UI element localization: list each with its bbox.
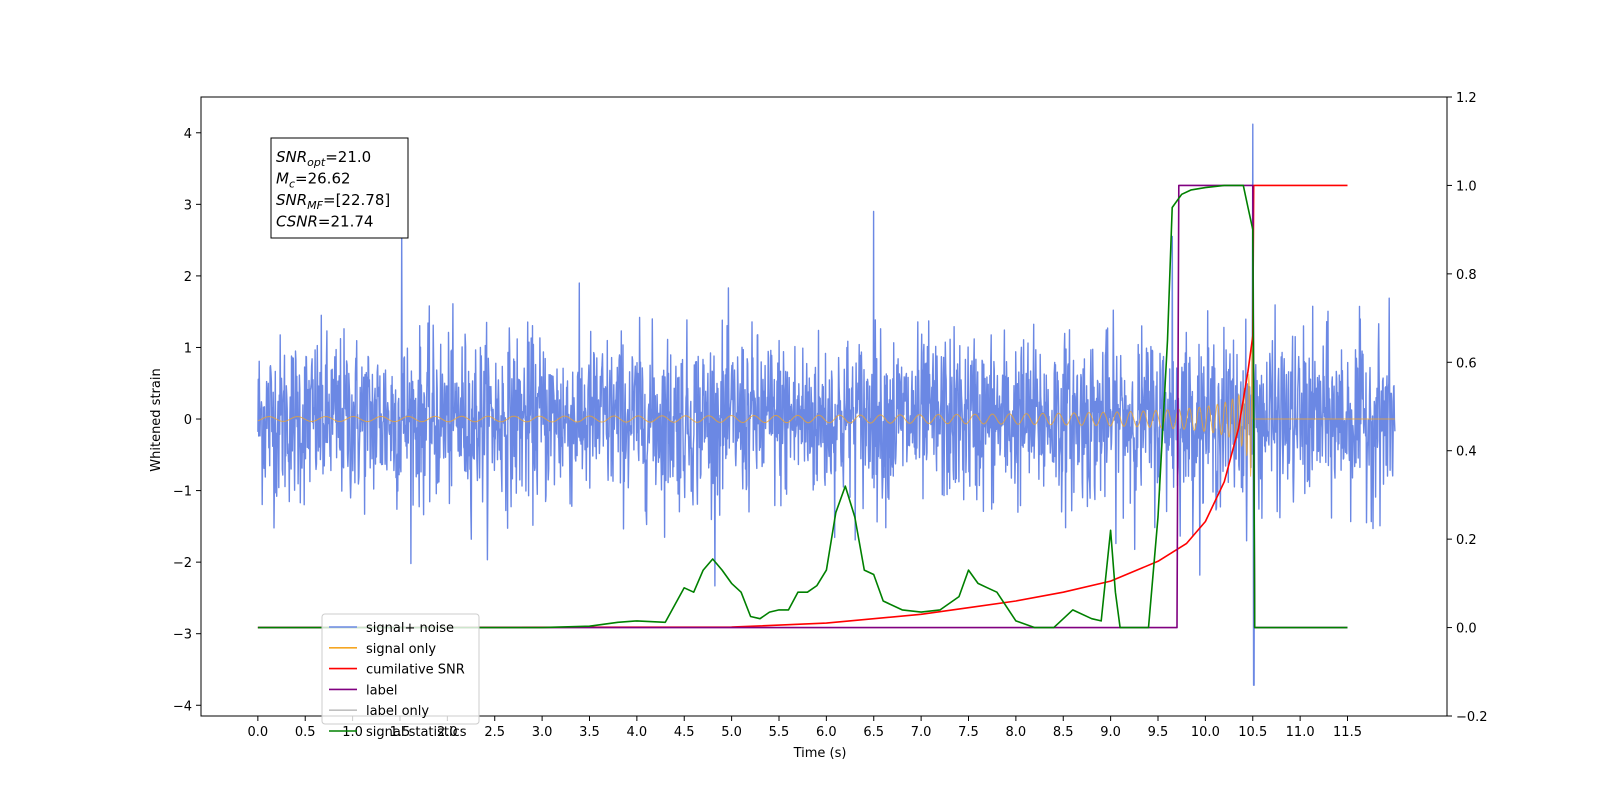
annotation-subscript: opt: [307, 156, 326, 169]
y2-tick-label: 1.2: [1456, 91, 1477, 106]
y-tick-label: −2: [173, 556, 192, 571]
x-tick-label: 10.5: [1238, 725, 1267, 740]
x-tick-label: 10.0: [1191, 725, 1220, 740]
annotation-value: =21.0: [325, 148, 371, 166]
legend: signal+ noise signal only cumilative SNR la…: [321, 613, 480, 740]
annotation-value: =26.62: [295, 170, 351, 188]
series-line-signal-noise: [257, 123, 1396, 686]
annotation-line: SNRMF=[22.78]: [276, 191, 390, 212]
x-tick-label: 9.5: [1148, 725, 1169, 740]
annotation-symbol: SNR: [276, 148, 307, 166]
legend-entry: signal statistics: [366, 725, 467, 740]
annotation-subscript: MF: [307, 199, 323, 212]
annotation-value: =21.74: [318, 213, 374, 231]
y-tick-label: 3: [184, 198, 192, 213]
x-tick-label: 2.0: [437, 725, 458, 740]
y-tick-label: 4: [184, 127, 192, 142]
x-tick-label: 3.5: [579, 725, 600, 740]
annotation-symbol: CSNR: [276, 213, 318, 231]
series-line-signal-only: [257, 338, 1395, 477]
axes: 0.0 0.5 1.0 1.5 2.0 2.5 3.0 3.5 4.0 4.5 5.0 5.5 6.0 6…: [173, 91, 1488, 740]
y2-tick-label: 1.0: [1456, 179, 1477, 194]
annotation-value: =[22.78]: [323, 191, 390, 209]
legend-entry: label only: [366, 704, 429, 719]
plot-frame: [200, 96, 1448, 717]
y-tick-label: 2: [184, 270, 192, 285]
x-tick-label: 3.0: [532, 725, 553, 740]
y-axis-label: Whitened strain: [149, 368, 164, 471]
x-tick-label: 1.0: [342, 725, 363, 740]
legend-entry: signal+ noise: [366, 621, 454, 636]
annotation-line: CSNR=21.74: [276, 213, 373, 231]
x-tick-label: 8.0: [1006, 725, 1027, 740]
x-tick-label: 5.0: [721, 725, 742, 740]
x-tick-label: 9.0: [1100, 725, 1121, 740]
y2-tick-label: 0.8: [1456, 268, 1477, 283]
annotation-symbol: SNR: [276, 191, 307, 209]
y-tick-label: −4: [173, 699, 192, 714]
y2-tick-label: 0.0: [1456, 622, 1477, 637]
y2-tick-label: 0.4: [1456, 445, 1477, 460]
series-line-signal-statistics: [257, 184, 1348, 629]
x-tick-label: 8.5: [1053, 725, 1074, 740]
y-tick-label: −3: [173, 628, 192, 643]
x-tick-label: 11.5: [1333, 725, 1362, 740]
x-tick-label: 6.0: [816, 725, 837, 740]
x-tick-label: 7.5: [958, 725, 979, 740]
legend-entry: label: [366, 683, 397, 698]
x-tick-label: 0.0: [248, 725, 269, 740]
plot-area: [257, 123, 1396, 686]
y-tick-label: −1: [173, 485, 192, 500]
annotation-frame: [270, 137, 409, 239]
annotation-line: Mc=26.62: [276, 170, 351, 191]
x-tick-label: 11.0: [1286, 725, 1315, 740]
y2-tick-label: −0.2: [1456, 710, 1488, 725]
annotation-subscript: c: [289, 178, 295, 191]
x-axis-label: Time (s): [793, 746, 847, 761]
x-tick-label: 2.5: [484, 725, 505, 740]
y-tick-label: 1: [184, 341, 192, 356]
x-tick-label: 4.0: [627, 725, 648, 740]
series-line-cumilative-snr: [257, 184, 1348, 629]
legend-entry: signal only: [366, 642, 436, 657]
annotation-box: SNRopt=21.0Mc=26.62SNRMF=[22.78]CSNR=21.…: [270, 137, 409, 239]
legend-frame: [321, 613, 480, 725]
x-tick-label: 1.5: [390, 725, 411, 740]
y2-tick-label: 0.6: [1456, 356, 1477, 371]
y-tick-label: 0: [184, 413, 192, 428]
y2-tick-label: 0.2: [1456, 533, 1477, 548]
annotation-symbol: M: [276, 170, 289, 188]
x-tick-label: 6.5: [863, 725, 884, 740]
legend-entry: cumilative SNR: [366, 663, 465, 678]
x-tick-label: 0.5: [295, 725, 316, 740]
x-tick-label: 5.5: [769, 725, 790, 740]
x-tick-label: 7.0: [911, 725, 932, 740]
annotation-line: SNRopt=21.0: [276, 148, 371, 169]
x-tick-label: 4.5: [674, 725, 695, 740]
